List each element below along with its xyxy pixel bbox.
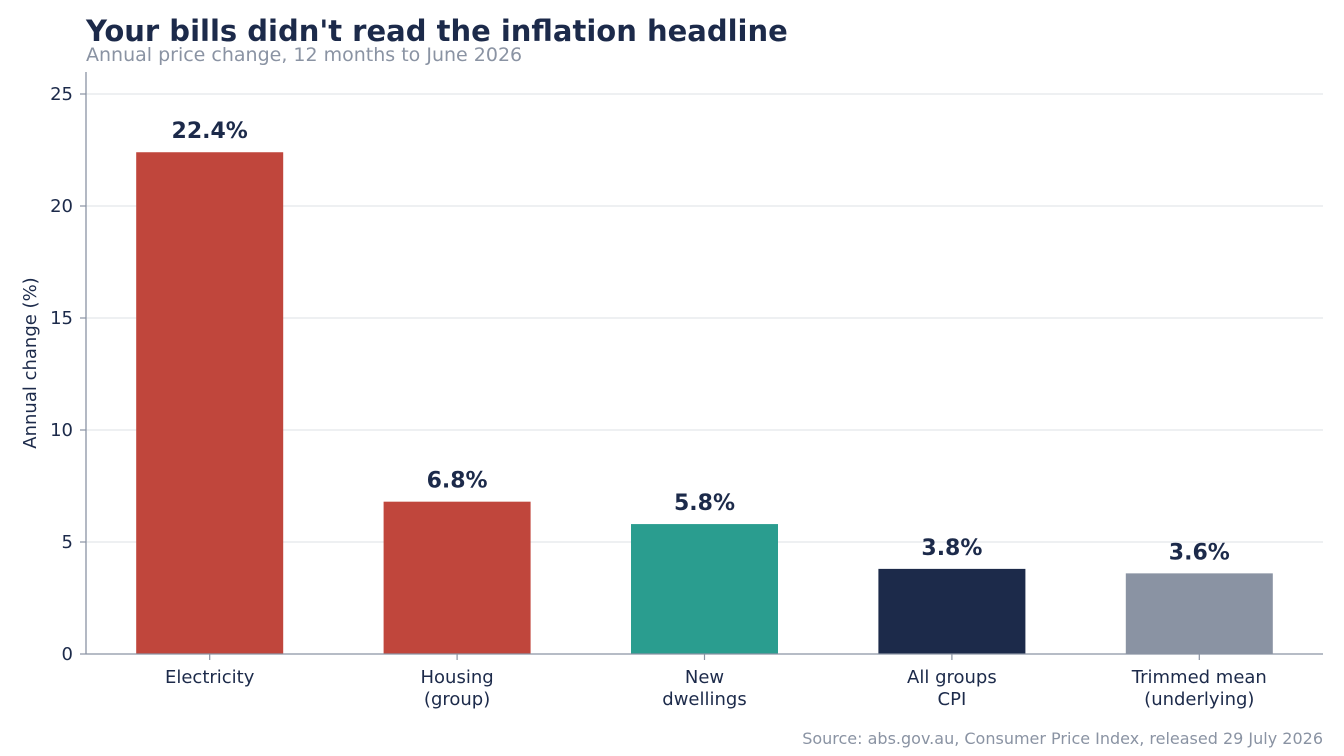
y-axis-title: Annual change (%): [20, 277, 41, 448]
bar: [383, 501, 531, 654]
source-note: Source: abs.gov.au, Consumer Price Index…: [802, 729, 1323, 748]
value-label: 3.8%: [921, 536, 982, 561]
x-tick-label: New: [685, 667, 724, 688]
value-label: 3.6%: [1169, 540, 1230, 565]
chart-subtitle: Annual price change, 12 months to June 2…: [86, 44, 523, 66]
y-tick-label: 20: [50, 196, 73, 217]
bar: [878, 568, 1026, 654]
y-tick-label: 10: [50, 420, 73, 441]
x-tick-label: (underlying): [1144, 689, 1254, 710]
y-tick-label: 25: [50, 84, 73, 105]
bar: [631, 524, 778, 654]
x-tick-label: Electricity: [165, 667, 255, 688]
value-label: 6.8%: [427, 469, 488, 494]
bar: [1125, 573, 1273, 654]
x-tick-label: dwellings: [662, 689, 746, 710]
x-tick-label: Trimmed mean: [1131, 667, 1267, 688]
value-label: 5.8%: [674, 491, 735, 516]
labels: 0 5 10 15 20 25 22.4% Electricity 6.8% Housing(gr…: [50, 84, 1267, 710]
y-tick-label: 5: [62, 532, 73, 553]
y-tick-label: 15: [50, 308, 73, 329]
bar: [136, 152, 284, 655]
x-tick-label: CPI: [938, 689, 967, 710]
x-tick-label: Housing: [421, 667, 494, 688]
x-tick-label: All groups: [907, 667, 997, 688]
y-tick-label: 0: [62, 644, 73, 665]
value-label: 22.4%: [172, 119, 248, 144]
bars: [136, 152, 1273, 655]
chart-title: Your bills didn't read the inflation hea…: [86, 14, 788, 48]
x-tick-label: (group): [424, 689, 490, 710]
